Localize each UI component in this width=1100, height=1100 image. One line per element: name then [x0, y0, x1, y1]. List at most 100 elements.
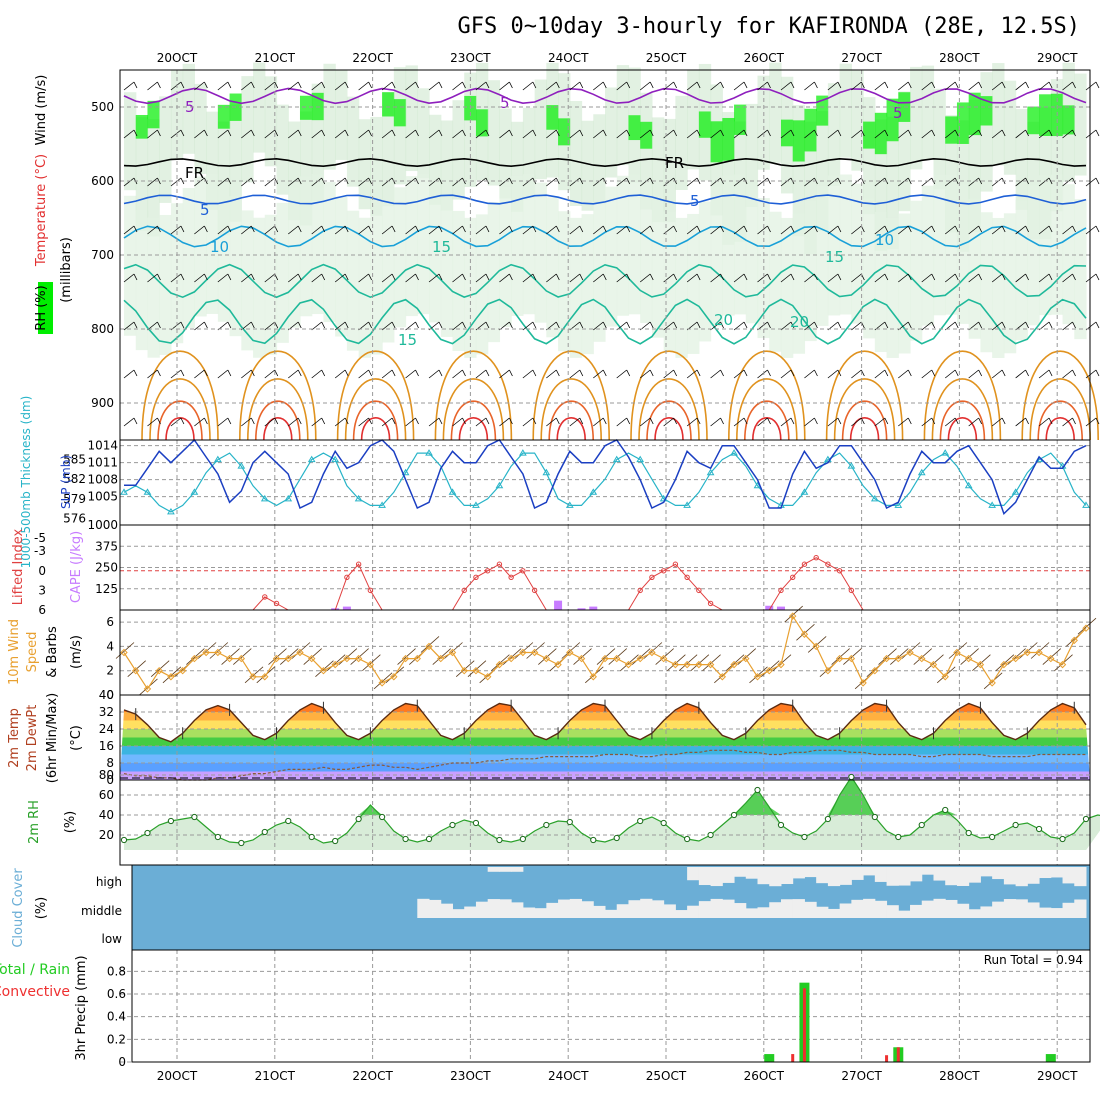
rh-shade-high	[640, 121, 653, 149]
wind-barb-flag	[438, 177, 443, 185]
wind-speed-marker	[460, 667, 468, 675]
wind-barb	[334, 129, 346, 139]
cloud-mid-gap	[933, 898, 946, 918]
rh-shade-low	[722, 175, 735, 316]
rh2m-marker	[824, 815, 832, 823]
rh2m-marker	[684, 835, 691, 843]
rh-shade-high	[698, 111, 712, 138]
rh-shade-low	[640, 182, 653, 323]
wind-barb	[616, 81, 627, 91]
wind-barb	[1062, 273, 1073, 283]
rh-shade	[933, 88, 946, 190]
wind-barb-flag	[790, 225, 795, 233]
rh-shade-low	[605, 186, 618, 327]
wind-barb-flag	[180, 177, 185, 185]
wind-barb	[851, 225, 862, 235]
wind-barb	[733, 177, 745, 187]
wind-barb-flag	[814, 369, 818, 377]
wind-barb	[123, 321, 135, 331]
wind-barb-flag	[978, 81, 983, 89]
wind-barb-flag	[790, 129, 795, 137]
wind-barb-flag	[649, 177, 654, 185]
y-tick-label: 16	[99, 739, 114, 753]
wind-barb-flag	[438, 225, 443, 233]
wind-barb-flag	[837, 273, 842, 281]
rh2m-marker	[378, 813, 386, 821]
wind-barb-flag	[1025, 273, 1029, 281]
wind-barb-flag	[626, 417, 631, 425]
rh2m-marker	[871, 813, 878, 821]
temperature-warm-loop	[630, 350, 708, 441]
wind-barb	[522, 321, 534, 331]
wind-barb	[405, 177, 416, 187]
wind-barb-flag	[391, 417, 396, 425]
wind-barb-flag	[861, 129, 865, 137]
wind-barb	[663, 369, 674, 379]
wind-barb-flag	[344, 81, 349, 89]
wind-barb	[569, 225, 581, 235]
rh-shade	[358, 119, 371, 210]
wind-barb-flag	[438, 81, 443, 89]
rh-shade-low	[299, 176, 313, 317]
x-tick-label-bottom: 27OCT	[841, 1069, 882, 1083]
wind-barb	[1015, 417, 1026, 427]
wind-barb-flag	[133, 417, 138, 425]
rh-shade-high	[968, 92, 982, 136]
wind-barb-flag	[227, 129, 232, 137]
wind-speed-marker	[988, 679, 996, 687]
wind-barb-flag	[227, 225, 232, 233]
y-axis-label-rh2m-units: (%)	[63, 811, 78, 834]
cloud-high-gap	[886, 867, 899, 886]
wind-barb-flag	[1048, 129, 1053, 137]
wind-barb	[780, 225, 792, 235]
wind-barb	[428, 273, 440, 283]
cloud-mid-gap	[558, 899, 571, 918]
wind-barb	[686, 81, 698, 91]
rh2m-marker	[355, 815, 362, 823]
wind-barb-flag	[720, 417, 724, 425]
wind-barb	[194, 273, 205, 283]
lifted-index-marker	[637, 587, 643, 594]
wind-barb-flag	[321, 321, 326, 329]
wind-barb-flag	[532, 129, 537, 137]
wind-barb	[827, 369, 839, 379]
thickness-marker	[448, 488, 457, 495]
wind-barb	[428, 417, 440, 427]
wind-barb-flag	[767, 225, 771, 233]
x-tick-label-bottom: 23OCT	[450, 1069, 491, 1083]
contour-label: 15	[825, 248, 844, 266]
cloud-mid-gap	[780, 899, 794, 918]
wind-barb	[358, 417, 369, 427]
rh-shade-high	[475, 109, 489, 137]
wind-barb	[593, 129, 604, 139]
cloud-high-gap	[792, 867, 805, 879]
temperature-contour	[123, 263, 1087, 299]
thickness-marker	[988, 501, 997, 508]
cloud-mid-gap	[827, 908, 841, 918]
wind-barb-flag	[438, 129, 443, 137]
wind-barb	[921, 369, 933, 379]
wind-barb-flag	[931, 225, 936, 233]
wind-barb	[593, 225, 604, 235]
wind-barb-flag	[509, 177, 513, 185]
contour-label: FR	[185, 164, 204, 182]
wind-barb-flag	[861, 81, 865, 89]
wind-barb-flag	[157, 225, 161, 233]
wind-barb	[311, 321, 322, 331]
wind-barb	[593, 273, 604, 283]
contour-label: 10	[210, 238, 229, 256]
cloud-mid-gap	[968, 909, 981, 918]
x-tick-label-bottom: 20OCT	[157, 1069, 198, 1083]
wind-barb-flag	[1001, 273, 1006, 281]
wind-barb	[944, 129, 956, 139]
rh-shade	[745, 103, 759, 208]
rh-shade-low	[956, 183, 970, 324]
wind-barb	[780, 321, 792, 331]
wind-barb-flag	[626, 177, 631, 185]
wind-barb-flag	[509, 81, 513, 89]
wind-barb	[804, 417, 815, 427]
wind-speed-marker	[976, 660, 985, 669]
wind-barb	[921, 129, 933, 139]
rh-shade-low	[792, 213, 806, 354]
rh2m-marker	[1035, 825, 1043, 833]
